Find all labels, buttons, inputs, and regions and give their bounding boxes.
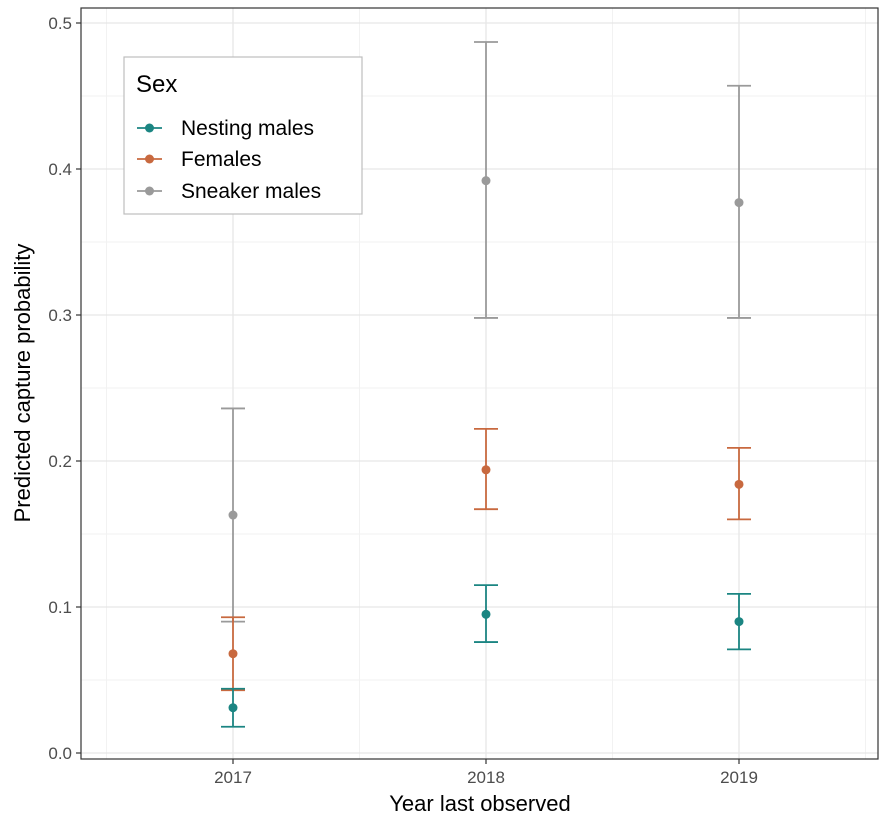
legend: Sex Nesting males Females Sneaker males xyxy=(123,56,363,215)
y-tick-label: 0.3 xyxy=(48,306,72,325)
panel-border xyxy=(80,7,879,760)
data-point xyxy=(228,649,238,659)
legend-key-point xyxy=(145,154,154,164)
legend-label: Sneaker males xyxy=(181,180,321,203)
x-tick-label: 2018 xyxy=(467,768,505,787)
y-axis-title: Predicted capture probability xyxy=(10,244,35,523)
legend-items: Nesting males Females Sneaker males xyxy=(137,117,321,203)
x-axis-title: Year last observed xyxy=(389,791,570,816)
axis-layer: 0.0 0.1 0.2 0.3 0.4 0.5 2017 2018 2019 xyxy=(48,14,758,787)
y-tick-label: 0.1 xyxy=(48,598,72,617)
y-tick-label: 0.5 xyxy=(48,14,72,33)
y-tick-label: 0.0 xyxy=(48,744,72,763)
y-tick-label: 0.2 xyxy=(48,452,72,471)
data-point xyxy=(481,176,491,186)
data-point xyxy=(734,198,744,208)
legend-label: Females xyxy=(181,148,262,171)
data-point xyxy=(481,609,491,619)
marks-layer xyxy=(221,41,751,728)
data-point xyxy=(228,510,238,520)
legend-title: Sex xyxy=(136,71,177,98)
legend-key-point xyxy=(145,123,154,133)
data-point xyxy=(481,465,491,475)
data-point xyxy=(228,703,238,713)
y-tick-label: 0.4 xyxy=(48,160,72,179)
legend-key-point xyxy=(145,186,154,196)
data-point xyxy=(734,617,744,627)
x-tick-label: 2019 xyxy=(720,768,758,787)
x-tick-label: 2017 xyxy=(214,768,252,787)
data-point xyxy=(734,479,744,489)
legend-label: Nesting males xyxy=(181,117,314,140)
grid-layer xyxy=(81,8,878,759)
legend-box xyxy=(123,56,363,215)
